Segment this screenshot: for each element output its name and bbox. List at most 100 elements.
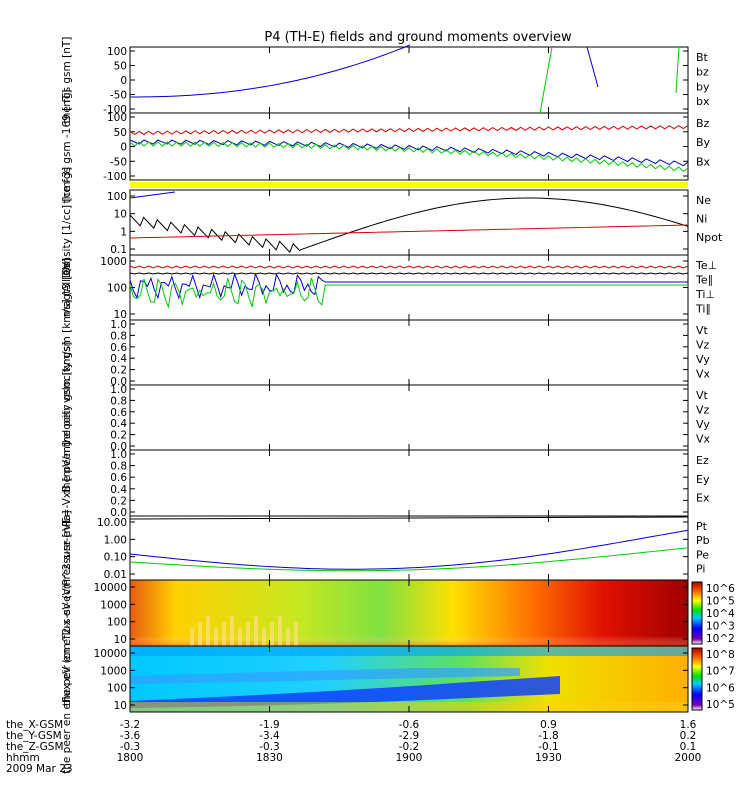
legend-entry: Bt [696,51,709,64]
xaxis-value: -3.2 [120,719,141,731]
panel-ylabel: the peir velocity gsm [km/s] (All Qs) [61,258,73,447]
date-label: 2009 Mar 23 [6,763,73,775]
legend-entry: Vx [696,367,711,380]
xaxis-value: 1800 [117,752,144,764]
xaxis-row-label: the_Y-GSM [6,730,62,742]
legend-entry: Ez [696,454,709,467]
colorbar-tick: 10^4 [706,608,735,620]
ytick-label: 0.1 [110,244,127,256]
legend-entry: bz [696,66,709,79]
spectrogram-streak [246,622,250,646]
spectrogram-streak [214,628,218,646]
xaxis-value: 1830 [256,752,283,764]
spectrogram-streak [294,622,298,646]
ytick-label: 0.2 [110,365,127,377]
ytick-label: 1.0 [110,449,127,461]
ytick-label: -100 [103,171,127,183]
xaxis-value: -3.6 [120,730,141,742]
legend-entry: Ey [696,473,710,486]
panel-frame [129,189,689,256]
ytick-label: 1.0 [110,384,127,396]
ytick-label: 10 [114,634,127,646]
panel-ylabel: Density [1/cc] [cm-3] [61,167,73,278]
spectrogram-streak [206,616,210,646]
spectrogram-streak [230,616,234,646]
legend-entry: Ti⊥ [695,288,715,301]
panel-frame [129,449,689,517]
ytick-label: 1000 [100,256,127,268]
legend-entry: Vy [696,418,710,431]
spectrogram-streak [286,628,290,646]
ytick-label: 0.0 [110,507,127,519]
ytick-label: 0 [120,142,127,154]
ytick-label: 10000 [94,582,127,594]
series-ti-perp [129,272,688,300]
legend-entry: Npot [696,231,723,244]
xaxis-value: 0.9 [540,719,557,731]
legend-entry: Vy [696,353,710,366]
spectrogram-streak [238,628,242,646]
colorbar-tick: 10^5 [706,699,735,711]
series-bx [129,44,411,98]
ytick-label: 0.0 [110,376,127,388]
legend-entry: Vz [696,338,710,351]
xaxis-value: -0.6 [399,719,420,731]
xaxis-value: -1.9 [259,719,280,731]
ytick-label: 10.00 [97,517,127,529]
series-te-perp [129,265,689,269]
xaxis-value: -0.2 [399,741,420,753]
series-bx [129,139,689,167]
spectrogram-streak [190,628,194,646]
series-ni [129,214,301,254]
series-pt [129,516,689,520]
chart-title: P4 (TH-E) fields and ground moments over… [264,30,572,45]
colorbar-tick: 10^2 [706,633,735,645]
xaxis-value: 0.1 [680,741,697,753]
flag-strip [130,182,688,188]
xaxis-value: -2.9 [399,730,420,742]
legend-entry: Ni [696,213,707,226]
legend-entry: Bz [696,117,710,130]
panel-frame [129,319,689,386]
series-by [539,46,553,114]
panel-ylabel: E=-VxB [mV/m] [61,442,73,524]
legend-entry: Ne [696,194,711,207]
series-ti-par [129,277,688,309]
ytick-label: 0.4 [110,418,127,430]
legend-entry: Pb [696,534,710,547]
ytick-label: 0.0 [110,441,127,453]
spectrogram-streak [254,616,258,646]
panel-ylabel: Pressure [nPa] [61,510,73,585]
ytick-label: -50 [110,90,127,102]
ytick-label: 100 [107,683,127,695]
xaxis-value: -0.3 [120,741,141,753]
colorbar-tick: 10^7 [706,666,735,678]
spectrogram-streak [278,616,282,646]
colorbar [691,647,703,711]
ytick-label: 100 [107,112,127,124]
colorbar-tick: 10^6 [706,682,735,694]
ytick-label: 0.6 [110,407,127,419]
xaxis-row-label: hhmm [6,752,40,764]
ytick-label: 0.4 [110,484,127,496]
series-by [675,46,680,94]
legend-entry: Vx [696,432,711,445]
legend-entry: Pt [696,520,708,533]
ytick-label: 0.4 [110,353,127,365]
xaxis-value: -0.3 [259,741,280,753]
series-npot [129,191,176,199]
ytick-label: 1000 [100,665,127,677]
ytick-label: 100 [107,191,127,203]
panel-frame [129,112,689,181]
xaxis-value: -0.1 [538,741,559,753]
colorbar-tick: 10^3 [706,621,735,633]
ytick-label: 1000 [100,599,127,611]
xaxis-value: 0.2 [680,730,697,742]
ytick-label: 100 [107,283,127,295]
series-bz [129,125,689,136]
panel-ylabel: the fgs gsm -169 [nT] [61,90,73,204]
ytick-label: 0 [120,75,127,87]
colorbar-tick: 10^8 [706,649,735,661]
